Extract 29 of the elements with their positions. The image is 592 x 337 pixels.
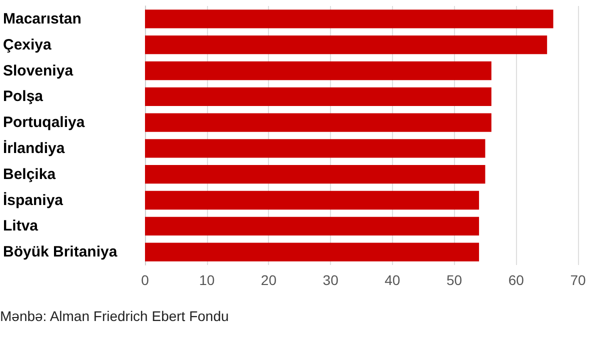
x-tick-label: 70: [570, 272, 586, 288]
y-tick-label: Böyük Britaniya: [3, 244, 118, 261]
y-tick-label: Sloveniya: [3, 62, 74, 80]
y-tick-label: Macarıstan: [3, 10, 82, 28]
bar: [145, 36, 548, 54]
y-tick-label: İspaniya: [3, 192, 64, 209]
bar: [145, 113, 492, 132]
y-tick-label: Belçika: [3, 166, 56, 183]
y-tick-label: Portuqaliya: [3, 114, 86, 132]
y-tick-label: Çexiya: [3, 36, 52, 54]
x-tick-label: 0: [141, 272, 150, 288]
x-tick-label: 20: [260, 272, 277, 288]
y-tick-label: Polşa: [3, 88, 44, 106]
bar: [145, 216, 480, 236]
bar: [145, 61, 492, 80]
bar: [145, 10, 554, 28]
text: Mənbə: Alman Friedrich Ebert Fondu: [0, 308, 229, 324]
y-tick-label: İrlandiya: [3, 140, 66, 157]
bar: [145, 242, 480, 262]
bar: [145, 139, 486, 158]
y-tick-label: Litva: [3, 218, 39, 235]
bar: [145, 190, 480, 210]
x-tick-label: 60: [508, 272, 524, 288]
x-tick-label: 40: [384, 272, 400, 288]
bar: [145, 87, 492, 106]
x-tick-label: 30: [322, 272, 339, 288]
x-tick-label: 10: [199, 272, 215, 288]
bar: [145, 165, 486, 184]
x-tick-label: 50: [446, 272, 462, 288]
